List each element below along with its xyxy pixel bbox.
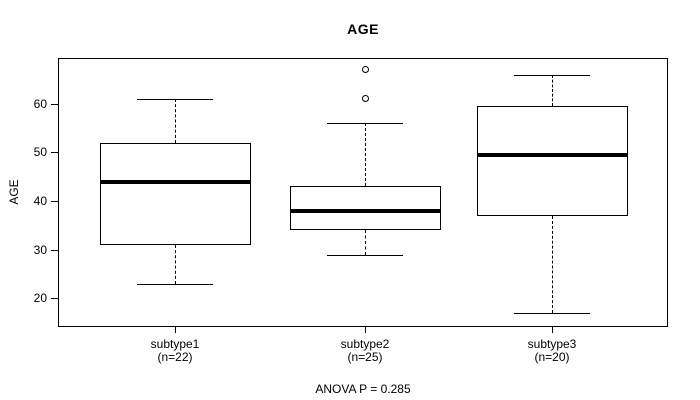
anova-annotation: ANOVA P = 0.285	[315, 382, 411, 396]
group-name: subtype2	[340, 337, 390, 351]
group-name: subtype1	[150, 337, 200, 351]
lower-whisker-cap	[137, 283, 213, 285]
y-tick-mark	[51, 298, 58, 300]
upper-whisker-cap	[137, 98, 213, 100]
median-line	[289, 208, 441, 213]
iqr-box	[99, 142, 251, 245]
group-n: (n=22)	[157, 350, 193, 364]
iqr-box	[476, 106, 628, 216]
upper-whisker-cap	[327, 123, 403, 125]
chart-title: AGE	[347, 21, 379, 37]
median-line	[99, 179, 251, 184]
y-tick-mark	[51, 201, 58, 202]
median-line	[476, 152, 628, 157]
lower-whisker-line	[174, 244, 176, 284]
x-tick-label: subtype2 (n=25)	[341, 338, 390, 364]
x-axis: subtype1 (n=22) subtype2 (n=25) subtype3 (n=2…	[58, 327, 668, 372]
lower-whisker-cap	[327, 254, 403, 256]
x-tick-label: subtype3 (n=20)	[528, 338, 577, 364]
y-tick-mark	[51, 249, 58, 251]
upper-whisker-cap	[514, 74, 590, 76]
y-tick-label: 40	[33, 194, 47, 208]
lower-whisker-line	[551, 215, 553, 313]
group-n: (n=20)	[534, 350, 570, 364]
x-tick-label: subtype1 (n=22)	[151, 338, 200, 364]
iqr-box	[289, 186, 441, 231]
x-tick-mark	[552, 327, 553, 333]
x-tick-mark	[175, 327, 176, 333]
x-tick-mark	[365, 327, 366, 333]
upper-whisker-line	[551, 74, 553, 107]
y-axis: 20 30 40 50 60	[0, 59, 58, 326]
upper-whisker-line	[364, 123, 366, 187]
upper-whisker-line	[174, 98, 176, 143]
outlier-point	[361, 66, 369, 74]
group-n: (n=25)	[347, 350, 383, 364]
y-tick-mark	[51, 152, 58, 154]
y-tick-label: 60	[33, 96, 47, 111]
y-tick-label: 50	[33, 145, 47, 160]
outlier-point	[361, 95, 369, 103]
lower-whisker-cap	[514, 312, 590, 314]
group-name: subtype3	[527, 337, 577, 351]
plot-area	[58, 58, 668, 327]
y-tick-label: 30	[33, 242, 47, 257]
y-tick-mark	[51, 103, 58, 105]
lower-whisker-line	[364, 230, 366, 255]
y-tick-label: 20	[33, 291, 47, 306]
